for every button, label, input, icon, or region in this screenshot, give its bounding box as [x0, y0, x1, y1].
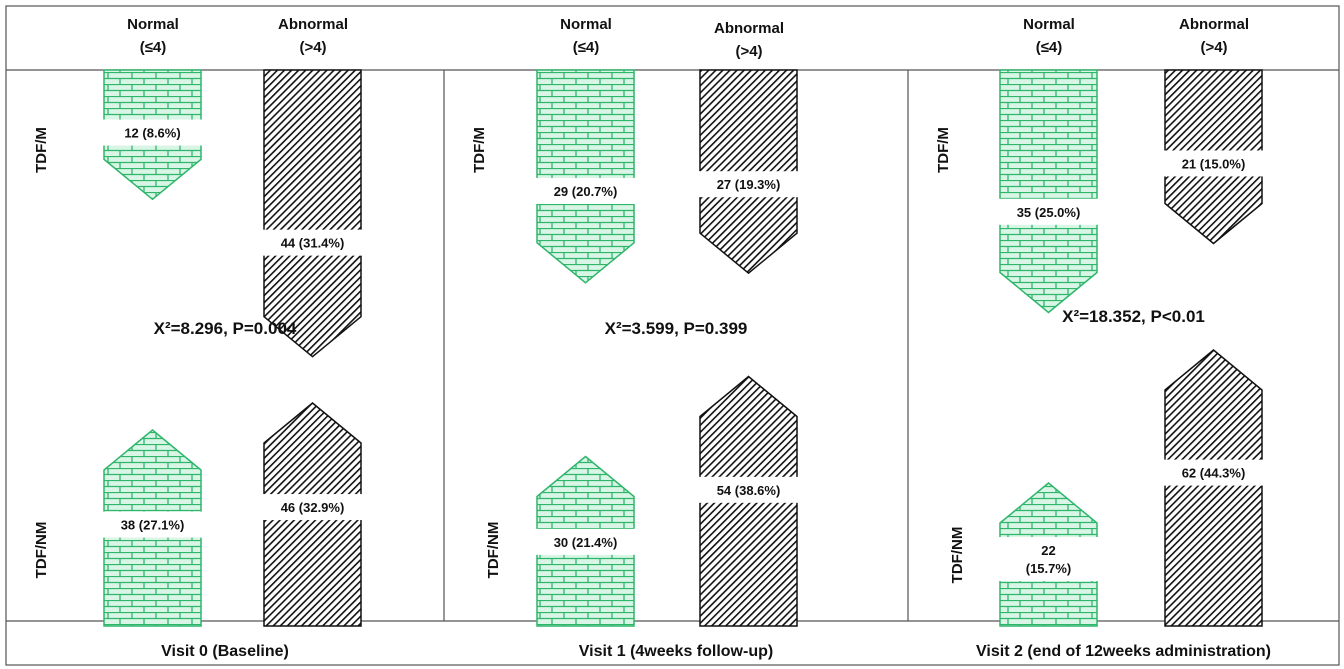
row-label-tdf-m-1: TDF/M [471, 127, 488, 173]
row-label-tdf-nm-2: TDF/NM [949, 527, 966, 584]
data-label-1-2-0: 30 (21.4%) [554, 535, 618, 550]
header-abnormal-1: Abnormal [714, 20, 784, 37]
stat-text-2: X²=18.352, P<0.01 [1062, 307, 1205, 326]
chart-texts: Normal (≤4) Abnormal (>4) TDF/M TDF/NM X²=8.29… [33, 16, 1271, 660]
header-criterion-0-1: (≤4) [573, 39, 600, 56]
data-label-2-2-0: 22 [1041, 543, 1055, 558]
row-label-tdf-m-2: TDF/M [935, 127, 952, 173]
data-label-0-2-0: 38 (27.1%) [121, 518, 185, 533]
data-label-0-1-0: 44 (31.4%) [281, 236, 345, 251]
header-criterion-1-0: (>4) [299, 39, 326, 56]
header-criterion-1-2: (>4) [1200, 39, 1227, 56]
data-label-2-1-0: 21 (15.0%) [1182, 156, 1246, 171]
row-label-tdf-nm-0: TDF/NM [33, 522, 50, 579]
visit-label-0: Visit 0 (Baseline) [161, 643, 289, 660]
data-label-2-3-0: 62 (44.3%) [1182, 466, 1246, 481]
data-label-2-0-0: 35 (25.0%) [1017, 205, 1081, 220]
header-abnormal-0: Abnormal [278, 16, 348, 33]
data-label-band-0-2 [103, 511, 202, 538]
header-normal-0: Normal [127, 16, 179, 33]
data-label-band-1-3 [699, 476, 798, 503]
data-label-band-0-3 [263, 494, 362, 521]
header-normal-2: Normal [1023, 16, 1075, 33]
outer-border [5, 5, 1340, 666]
bar-tdf-m-normal-1 [536, 69, 635, 284]
row-label-tdf-nm-1: TDF/NM [485, 522, 502, 579]
stat-text-0: X²=8.296, P=0.004 [154, 319, 297, 338]
bar-tdf-nm-abnormal-2 [1164, 349, 1263, 627]
row-label-tdf-m-0: TDF/M [33, 127, 50, 173]
data-label-0-0-0: 12 (8.6%) [124, 126, 180, 141]
data-label-band-0-1 [263, 229, 362, 256]
data-label-0-3-0: 46 (32.9%) [281, 500, 345, 515]
data-label-band-1-2 [536, 528, 635, 555]
bar-tdf-m-abnormal-0 [263, 69, 362, 358]
data-label-band-2-0 [999, 198, 1098, 225]
visit-label-2: Visit 2 (end of 12weeks administration) [976, 643, 1271, 660]
data-label-band-0-0 [103, 119, 202, 146]
data-label-band-2-2 [999, 537, 1098, 582]
data-label-2-2-1: (15.7%) [1026, 561, 1072, 576]
data-label-1-1-0: 27 (19.3%) [717, 177, 781, 192]
data-label-1-0-0: 29 (20.7%) [554, 184, 618, 199]
data-label-band-1-1 [699, 171, 798, 198]
chart-frame [5, 5, 1340, 666]
data-label-1-3-0: 54 (38.6%) [717, 483, 781, 498]
data-label-band-2-1 [1164, 150, 1263, 177]
stat-text-1: X²=3.599, P=0.399 [605, 319, 748, 338]
header-abnormal-2: Abnormal [1179, 16, 1249, 33]
chart-marks [103, 69, 1263, 627]
data-label-band-1-0 [536, 177, 635, 204]
header-criterion-0-2: (≤4) [1036, 39, 1063, 56]
header-normal-1: Normal [560, 16, 612, 33]
visit-label-1: Visit 1 (4weeks follow-up) [579, 643, 773, 660]
header-criterion-0-0: (≤4) [140, 39, 167, 56]
bar-tdf-m-normal-2 [999, 69, 1098, 314]
header-criterion-1-1: (>4) [735, 43, 762, 60]
data-label-band-2-3 [1164, 459, 1263, 486]
